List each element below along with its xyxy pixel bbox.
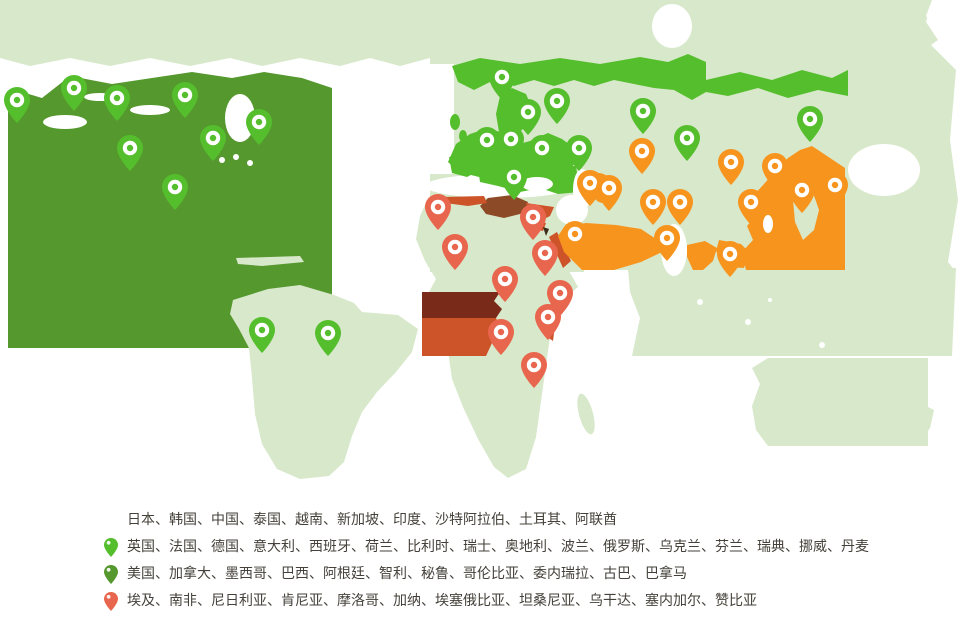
- map-pin-green: [200, 125, 226, 161]
- africa-maroon-region: [422, 292, 502, 318]
- se-asia-band: [628, 268, 956, 356]
- map-pin-green: [4, 87, 30, 123]
- russia-strip: [452, 54, 848, 100]
- sea-layer-4: [763, 215, 773, 233]
- map-pin-orange: [738, 189, 764, 225]
- map-pin-orange: [640, 189, 666, 225]
- map-pin-orange: [629, 138, 655, 174]
- map-pin-orange: [789, 177, 815, 213]
- land-over-layer: [230, 256, 418, 479]
- map-pin-orange: [654, 225, 680, 261]
- legend-pin-icon: [104, 592, 118, 611]
- map-pin-red: [492, 266, 518, 302]
- legend-pin-icon: [104, 538, 118, 557]
- legend-label: 英国、法国、德国、意大利、西班牙、荷兰、比利时、瑞士、奥地利、波兰、俄罗斯、乌克…: [127, 539, 869, 555]
- britain: [450, 114, 460, 130]
- map-pin-red: [488, 319, 514, 355]
- new-zealand: [917, 404, 934, 441]
- legend-row: 日本、韩国、中国、泰国、越南、新加坡、印度、沙特阿拉伯、土耳其、阿联酋: [104, 511, 964, 530]
- legend: 日本、韩国、中国、泰国、越南、新加坡、印度、沙特阿拉伯、土耳其、阿联酋 英国、法…: [104, 511, 964, 619]
- south-america: [230, 285, 418, 479]
- legend-row: 埃及、南非、尼日利亚、肯尼亚、摩洛哥、加纳、埃塞俄比亚、坦桑尼亚、乌干达、塞内加…: [104, 592, 964, 611]
- map-pin-green: [104, 85, 130, 121]
- caribbean: [236, 256, 304, 266]
- black-sea: [521, 177, 553, 191]
- australia: [752, 358, 928, 446]
- map-pin-green: [474, 127, 500, 163]
- map-pin-green: [544, 88, 570, 124]
- levant-speck: [543, 227, 549, 236]
- map-pin-green: [117, 135, 143, 171]
- map-pin-red: [532, 240, 558, 276]
- map-pin-green: [498, 126, 524, 162]
- map-pin-orange: [667, 189, 693, 225]
- map-pin-green: [246, 109, 272, 145]
- legend-label: 日本、韩国、中国、泰国、越南、新加坡、印度、沙特阿拉伯、土耳其、阿联酋: [127, 512, 617, 528]
- legend-row: 英国、法国、德国、意大利、西班牙、荷兰、比利时、瑞士、奥地利、波兰、俄罗斯、乌克…: [104, 538, 964, 557]
- map-pin-orange: [822, 172, 848, 208]
- sea-layer-2: [43, 93, 255, 166]
- map-pin-green: [630, 98, 656, 134]
- legend-pin-icon: [104, 565, 118, 584]
- map-pin-red: [520, 204, 546, 240]
- iberia: [449, 153, 484, 177]
- map-pin-red: [442, 234, 468, 270]
- map-pin-green: [515, 99, 541, 135]
- legend-row: 美国、加拿大、墨西哥、巴西、阿根廷、智利、秘鲁、哥伦比亚、委内瑞拉、古巴、巴拿马: [104, 565, 964, 584]
- map-pin-green: [797, 106, 823, 142]
- madagascar: [577, 393, 595, 435]
- map-pin-green: [172, 82, 198, 118]
- map-pin-red: [521, 352, 547, 388]
- map-pin-red: [535, 304, 561, 340]
- map-pin-orange: [562, 221, 588, 257]
- map-pin-green: [249, 317, 275, 353]
- map-pin-orange: [577, 170, 603, 206]
- africa-brown-region: [480, 195, 528, 218]
- legend-label: 美国、加拿大、墨西哥、巴西、阿根廷、智利、秘鲁、哥伦比亚、委内瑞拉、古巴、巴拿马: [127, 566, 687, 582]
- map-pin-green: [162, 174, 188, 210]
- map-pin-orange: [717, 241, 743, 277]
- map-pin-orange: [718, 149, 744, 185]
- map-pin-green: [674, 125, 700, 161]
- legend-label: 埃及、南非、尼日利亚、肯尼亚、摩洛哥、加纳、埃塞俄比亚、坦桑尼亚、乌干达、塞内加…: [127, 593, 757, 609]
- east-asia-block: [742, 146, 845, 270]
- map-pin-green: [61, 75, 87, 111]
- map-pin-red: [425, 194, 451, 230]
- map-pin-orange: [762, 153, 788, 189]
- pin-layer: [4, 64, 848, 388]
- north-america-region: [8, 72, 332, 348]
- map-pin-orange: [596, 175, 622, 211]
- map-pin-green: [529, 135, 555, 171]
- map-pin-green: [489, 64, 515, 100]
- map-pin-green: [566, 135, 592, 171]
- india: [687, 241, 717, 270]
- map-pin-green: [315, 320, 341, 356]
- map-pin-green: [501, 164, 527, 200]
